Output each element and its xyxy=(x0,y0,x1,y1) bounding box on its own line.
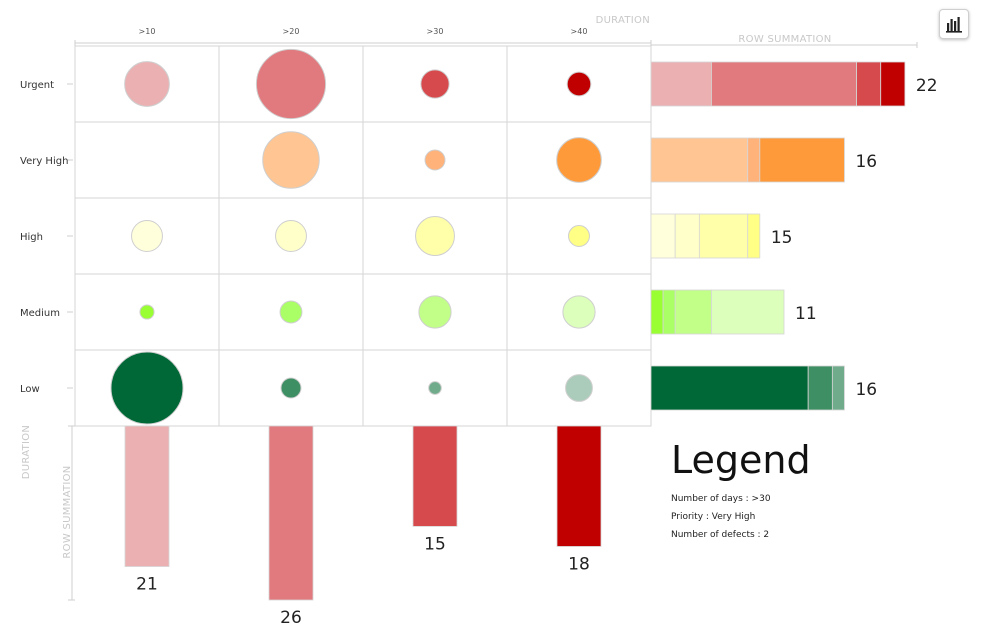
row-bar-segment xyxy=(674,213,700,259)
row-bar-segment xyxy=(674,289,712,335)
bubble xyxy=(124,61,170,107)
column-summation-bars xyxy=(124,425,602,601)
bubble xyxy=(279,300,303,324)
row-label: Urgent xyxy=(20,80,54,91)
row-total: 16 xyxy=(855,380,877,400)
bubble xyxy=(280,377,302,399)
column-total: 21 xyxy=(136,575,158,595)
column-header: >20 xyxy=(283,27,300,36)
bubble xyxy=(556,137,602,183)
legend-defects: Number of defects : 2 xyxy=(671,530,770,540)
column-bar xyxy=(268,425,314,601)
column-axis-label: DURATION xyxy=(596,15,650,26)
row-bar-segment xyxy=(662,289,676,335)
bubble xyxy=(562,295,596,329)
bubble xyxy=(420,69,450,99)
bubble xyxy=(275,220,307,252)
column-bar xyxy=(124,425,170,567)
row-summation-bars xyxy=(650,61,906,411)
column-header: >10 xyxy=(139,27,156,36)
bubbles xyxy=(110,48,602,425)
row-label: High xyxy=(20,232,43,243)
bubble xyxy=(424,149,446,171)
row-total: 15 xyxy=(771,228,793,248)
row-bar-segment xyxy=(650,61,712,107)
column-total: 15 xyxy=(424,534,446,554)
row-bar-segment xyxy=(711,289,785,335)
legend: Legend Number of days : >30 Priority : V… xyxy=(671,438,931,544)
row-bar-segment xyxy=(650,289,664,335)
column-header: >40 xyxy=(571,27,588,36)
row-total: 11 xyxy=(795,304,817,324)
bubble xyxy=(131,220,163,252)
bubble xyxy=(110,351,184,425)
row-bar-segment xyxy=(880,61,906,107)
row-label: Very High xyxy=(20,156,68,167)
row-bar-segment xyxy=(759,137,845,183)
bubble xyxy=(418,295,452,329)
bubble xyxy=(565,374,593,402)
bubble xyxy=(262,131,320,189)
bubble xyxy=(568,225,590,247)
row-summation-label: ROW SUMMATION xyxy=(738,34,831,45)
column-header: >30 xyxy=(427,27,444,36)
row-label: Low xyxy=(20,384,40,395)
legend-priority: Priority : Very High xyxy=(671,512,756,522)
bubble xyxy=(428,381,442,395)
row-bar-segment xyxy=(711,61,857,107)
column-total: 26 xyxy=(280,608,302,628)
matrix-grid xyxy=(74,45,652,427)
row-axis-label: DURATION xyxy=(21,425,32,479)
column-summation-label: ROW SUMMATION xyxy=(62,465,73,558)
bubble xyxy=(415,216,455,256)
row-label: Medium xyxy=(20,308,60,319)
row-bar-segment xyxy=(650,137,749,183)
legend-days: Number of days : >30 xyxy=(671,494,771,504)
bubble xyxy=(566,71,592,97)
row-total: 22 xyxy=(916,76,938,96)
bubble xyxy=(255,48,327,120)
column-bar xyxy=(556,425,602,547)
column-bar xyxy=(412,425,458,527)
column-total: 18 xyxy=(568,554,590,574)
row-bar-segment xyxy=(747,213,761,259)
row-bar-segment xyxy=(650,365,809,411)
row-bar-segment xyxy=(856,61,882,107)
row-bar-segment xyxy=(747,137,761,183)
axes xyxy=(67,40,918,601)
row-bar-segment xyxy=(650,213,676,259)
row-bar-segment xyxy=(831,365,845,411)
bubble xyxy=(139,304,155,320)
bar-chart-icon[interactable] xyxy=(939,9,969,39)
labels: DURATION ROW SUMMATION DURATION ROW SUMMATI… xyxy=(20,15,938,628)
row-bar-segment xyxy=(807,365,833,411)
legend-title: Legend xyxy=(671,438,811,482)
row-bar-segment xyxy=(698,213,749,259)
row-total: 16 xyxy=(855,152,877,172)
